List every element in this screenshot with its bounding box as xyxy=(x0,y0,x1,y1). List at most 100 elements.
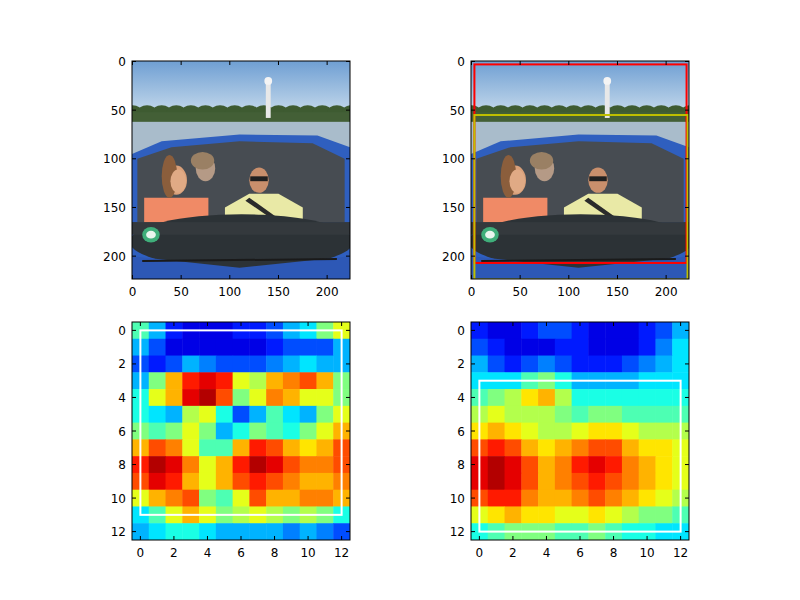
heat-cell xyxy=(622,322,639,339)
heat-cell xyxy=(605,506,622,523)
photo-face-left-front xyxy=(170,170,186,193)
y-tick xyxy=(471,531,475,532)
heat-cell xyxy=(216,490,233,507)
heat-cell xyxy=(166,389,183,406)
x-tick-top xyxy=(207,322,208,326)
x-tick-top xyxy=(479,322,480,326)
bounding-box xyxy=(140,330,341,514)
heat-cell xyxy=(521,406,538,423)
x-tick-label: 6 xyxy=(576,546,584,560)
heat-cell xyxy=(505,473,522,490)
y-tick-right xyxy=(685,256,689,257)
x-tick-label: 200 xyxy=(655,285,678,299)
heat-cell xyxy=(316,439,333,456)
y-tick-label: 10 xyxy=(450,492,465,506)
heat-cell xyxy=(555,322,572,339)
heat-cell xyxy=(283,406,300,423)
x-tick-label: 4 xyxy=(543,546,551,560)
heat-cell xyxy=(488,423,505,440)
y-tick xyxy=(471,61,475,62)
heat-cell xyxy=(199,423,216,440)
x-tick-top xyxy=(546,322,547,326)
heat-cell xyxy=(639,339,656,356)
heat-cell xyxy=(471,339,488,356)
heat-cell xyxy=(283,372,300,389)
heat-cell xyxy=(538,389,555,406)
photo-sticker-center xyxy=(146,231,156,239)
heat-cell xyxy=(316,372,333,389)
x-tick-top xyxy=(512,322,513,326)
x-tick xyxy=(341,536,342,540)
y-tick xyxy=(471,397,475,398)
y-tick-label: 100 xyxy=(442,152,465,166)
heat-cell xyxy=(233,389,250,406)
x-tick-label: 150 xyxy=(606,285,629,299)
y-tick-right xyxy=(685,431,689,432)
heat-cell xyxy=(538,506,555,523)
x-tick-top xyxy=(181,61,182,65)
y-tick xyxy=(471,256,475,257)
heat-cell xyxy=(166,356,183,373)
heat-cell xyxy=(283,423,300,440)
photo-pole xyxy=(266,79,271,118)
heat-cell xyxy=(316,423,333,440)
y-tick-right xyxy=(346,207,350,208)
heat-cell xyxy=(149,490,166,507)
x-tick-label: 50 xyxy=(174,285,189,299)
heat-cell xyxy=(655,322,672,339)
y-tick-right xyxy=(685,363,689,364)
photo-sticker-center xyxy=(485,231,495,239)
photo-hood xyxy=(471,256,689,279)
heat-cell xyxy=(488,322,505,339)
y-tick-right xyxy=(346,330,350,331)
heat-cell xyxy=(182,456,199,473)
photo-wiper xyxy=(142,259,337,261)
x-tick xyxy=(229,275,230,279)
heat-cell xyxy=(555,389,572,406)
photo-sky xyxy=(132,61,350,120)
heat-cell xyxy=(488,490,505,507)
x-tick xyxy=(132,275,133,279)
x-tick-top xyxy=(617,61,618,65)
y-tick-right xyxy=(685,464,689,465)
axes-frame xyxy=(132,322,350,540)
heat-cell xyxy=(283,456,300,473)
photo-pole xyxy=(605,79,610,118)
x-tick-top xyxy=(274,322,275,326)
heat-cell xyxy=(572,439,589,456)
heat-cell xyxy=(639,456,656,473)
x-tick xyxy=(666,275,667,279)
y-tick-label: 100 xyxy=(103,152,126,166)
photo-lamp xyxy=(603,77,611,85)
x-tick xyxy=(181,275,182,279)
x-tick xyxy=(327,275,328,279)
y-tick-right xyxy=(346,61,350,62)
heat-cell xyxy=(233,356,250,373)
x-tick-top xyxy=(173,322,174,326)
heat-cell xyxy=(199,490,216,507)
heat-cell xyxy=(233,473,250,490)
heat-cell xyxy=(505,322,522,339)
photo-face-left-front xyxy=(509,170,525,193)
heat-cell xyxy=(488,339,505,356)
heat-cell xyxy=(521,506,538,523)
heat-cell xyxy=(166,523,183,540)
heat-cell xyxy=(672,322,689,339)
heat-cell xyxy=(216,372,233,389)
y-tick-right xyxy=(685,498,689,499)
heat-cell xyxy=(622,339,639,356)
y-tick xyxy=(132,61,136,62)
photo-hair-back xyxy=(191,152,214,170)
photo-treeline xyxy=(132,112,350,122)
photo-dash-top xyxy=(132,222,350,235)
heat-cell xyxy=(588,506,605,523)
heat-cell xyxy=(182,389,199,406)
heat-cell xyxy=(572,339,589,356)
heat-cell xyxy=(199,473,216,490)
x-tick xyxy=(278,275,279,279)
x-tick xyxy=(568,275,569,279)
x-tick xyxy=(207,536,208,540)
y-tick-label: 12 xyxy=(111,525,126,539)
photo-wiper xyxy=(481,259,676,261)
axes-frame xyxy=(132,61,350,279)
